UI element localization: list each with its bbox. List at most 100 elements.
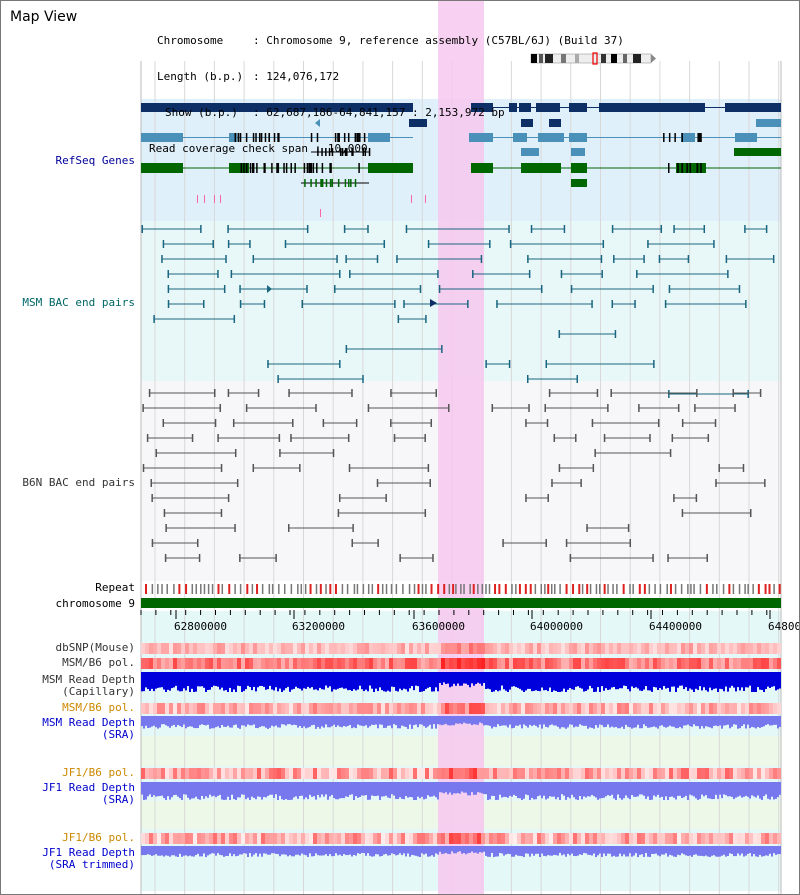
heat-cell	[753, 703, 757, 714]
gene-exon	[329, 163, 331, 173]
refseq-mark	[320, 209, 321, 217]
heat-cell	[421, 703, 425, 714]
heat-cell	[185, 768, 189, 779]
heat-cell	[753, 833, 757, 844]
heat-cell	[545, 658, 549, 669]
depth-bar	[265, 846, 267, 854]
depth-bar	[549, 716, 551, 726]
depth-bar	[563, 716, 565, 728]
depth-bar	[447, 782, 449, 795]
depth-bar	[293, 672, 295, 689]
track-label-msm-depth-cap[interactable]: MSM Read Depth (Capillary)	[1, 674, 135, 698]
track-label-dbsnp[interactable]: dbSNP(Mouse)	[55, 641, 135, 654]
depth-bar	[575, 782, 577, 800]
depth-bar	[691, 716, 693, 727]
depth-bar	[345, 716, 347, 727]
bac-pair-end	[569, 554, 572, 562]
depth-bar	[737, 716, 739, 729]
depth-bar	[693, 672, 695, 692]
track-label-jf1-depth-sra[interactable]: JF1 Read Depth (SRA)	[1, 782, 135, 806]
bac-pair-end	[239, 285, 241, 293]
track-label-jf1-pol2[interactable]: JF1/B6 pol.	[62, 831, 135, 844]
depth-bar	[489, 672, 491, 690]
depth-bar	[299, 782, 301, 796]
bac-pair-end	[161, 255, 163, 263]
heat-cell	[249, 768, 253, 779]
heat-cell	[681, 703, 685, 714]
heat-cell	[349, 658, 353, 669]
repeat-mark	[452, 584, 455, 594]
heat-cell	[725, 658, 729, 669]
depth-bar	[151, 672, 153, 689]
gene-exon	[271, 163, 273, 173]
bac-pair-end	[438, 285, 441, 293]
repeat-mark	[290, 584, 293, 594]
depth-bar	[159, 846, 161, 856]
depth-bar	[499, 846, 501, 853]
bac-pair-end	[287, 524, 290, 532]
depth-bar	[423, 716, 425, 727]
depth-bar	[697, 782, 699, 800]
depth-bar	[499, 716, 501, 727]
heat-cell	[593, 703, 597, 714]
track-label-refseq[interactable]: RefSeq Genes	[55, 154, 135, 167]
depth-bar	[343, 782, 345, 799]
repeat-mark	[494, 584, 497, 594]
heat-cell	[213, 658, 217, 669]
gene-exon	[521, 163, 561, 173]
repeat-mark	[256, 584, 259, 594]
heat-cell	[153, 768, 157, 779]
depth-bar	[741, 846, 743, 854]
heat-cell	[557, 658, 561, 669]
track-label-repeat[interactable]: Repeat	[95, 581, 135, 594]
depth-bar	[287, 716, 289, 725]
depth-bar	[367, 782, 369, 800]
gene-exon	[278, 133, 280, 142]
depth-bar	[637, 716, 639, 725]
depth-bar	[757, 846, 759, 857]
heat-cell	[433, 833, 437, 844]
depth-bar	[611, 846, 613, 857]
depth-bar	[219, 716, 221, 728]
track-label-msm-depth-sra[interactable]: MSM Read Depth (SRA)	[1, 717, 135, 741]
depth-bar	[459, 782, 461, 794]
depth-bar	[597, 846, 599, 856]
track-label-msm-pol[interactable]: MSM/B6 pol.	[62, 656, 135, 669]
depth-bar	[629, 846, 631, 854]
heat-cell	[413, 658, 417, 669]
depth-bar	[455, 782, 457, 794]
depth-bar	[491, 716, 493, 729]
depth-bar	[163, 672, 165, 690]
heat-cell	[237, 658, 241, 669]
depth-bar	[431, 672, 433, 692]
heat-cell	[773, 833, 777, 844]
depth-bar	[219, 782, 221, 795]
bac-pair-end	[336, 255, 338, 263]
heat-cell	[257, 658, 261, 669]
depth-bar	[333, 846, 335, 857]
track-label-msm-pol2[interactable]: MSM/B6 pol.	[62, 701, 135, 714]
depth-bar	[181, 716, 183, 728]
heat-cell	[505, 703, 509, 714]
depth-bar	[685, 782, 687, 796]
depth-bar	[533, 672, 535, 691]
heat-cell	[681, 643, 685, 654]
depth-bar	[263, 782, 265, 797]
depth-bar	[177, 782, 179, 797]
depth-bar	[203, 716, 205, 726]
depth-bar	[625, 782, 627, 796]
coverage-row: Read coverage check span : 10,000	[149, 142, 368, 155]
heat-cell	[597, 643, 601, 654]
depth-bar	[395, 846, 397, 856]
track-label-msm-bac[interactable]: MSM BAC end pairs	[22, 296, 135, 309]
depth-bar	[639, 782, 641, 795]
heat-cell	[325, 833, 329, 844]
depth-bar	[399, 846, 401, 854]
heat-cell	[573, 658, 577, 669]
depth-bar	[373, 846, 375, 857]
track-label-jf1-depth-trim[interactable]: JF1 Read Depth (SRA trimmed)	[1, 847, 135, 871]
heat-cell	[349, 768, 353, 779]
depth-bar	[271, 672, 273, 690]
track-label-b6n-bac[interactable]: B6N BAC end pairs	[22, 476, 135, 489]
track-label-jf1-pol[interactable]: JF1/B6 pol.	[62, 766, 135, 779]
